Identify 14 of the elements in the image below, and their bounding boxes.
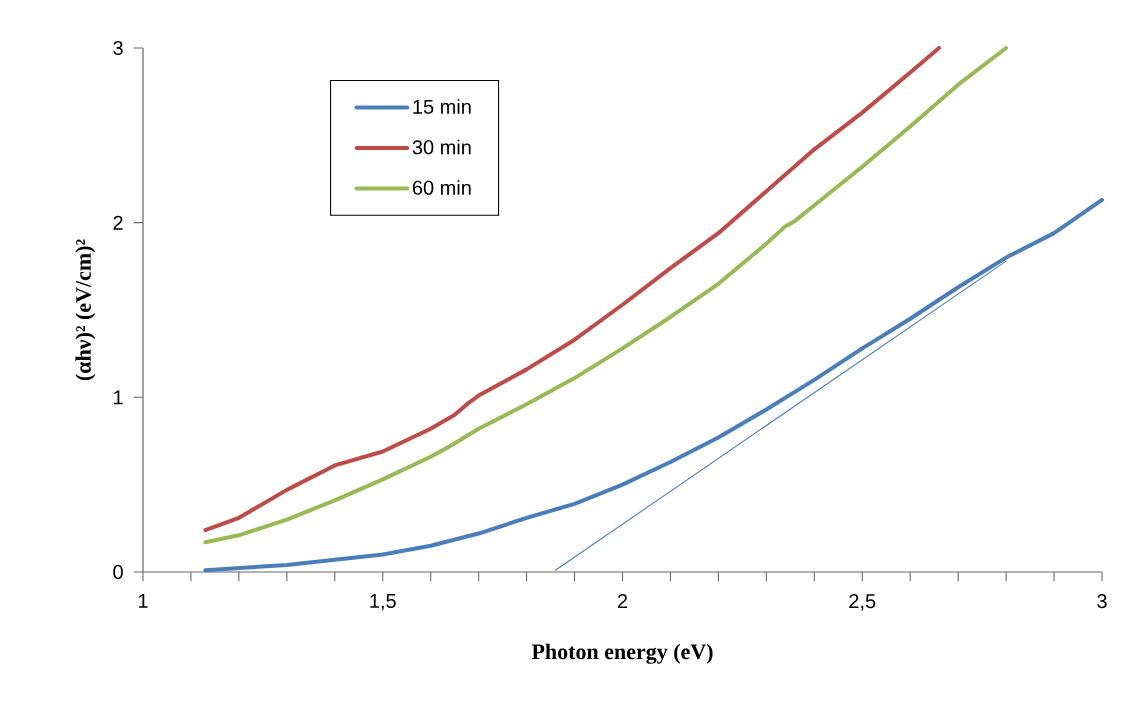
x-tick-label: 3 [1097, 594, 1107, 609]
x-axis-title: Photon energy (eV) [531, 643, 713, 664]
y-tick-label: 1 [114, 390, 123, 405]
legend-label: 30 min [412, 139, 471, 155]
y-tick-label: 0 [113, 564, 123, 580]
legend-label: 15 min [413, 99, 471, 114]
y-tick-label: 2 [113, 215, 123, 230]
x-tick-label: 1 [138, 594, 148, 608]
legend-label: 60 min [412, 180, 471, 195]
x-tick-label: 2,5 [849, 594, 876, 611]
y-tick-label: 3 [113, 40, 123, 56]
x-tick-label: 1,5 [370, 594, 396, 611]
x-tick-label: 2 [617, 594, 628, 608]
y-axis-title: (αhν)² (eV/cm)² [75, 239, 96, 381]
